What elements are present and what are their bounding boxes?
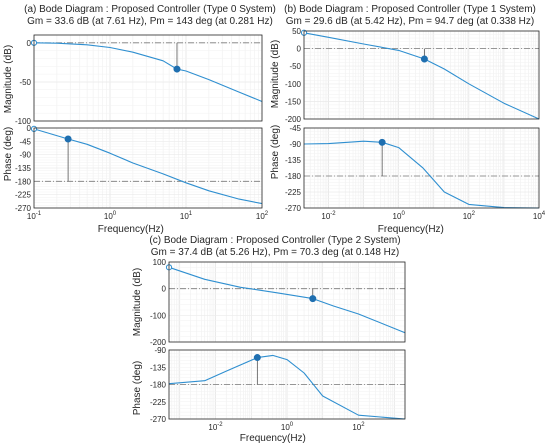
panel-b-phase-xtick-label: 102: [463, 211, 476, 221]
panel-c-title: (c) Bode Diagram : Proposed Controller (…: [149, 235, 400, 246]
panel-b-mag-ytick-label: 50: [292, 27, 301, 36]
panel-a-phase-ytick-label: -135: [15, 164, 32, 173]
panel-a-phase-ytick-label: -270: [15, 204, 32, 213]
panel-c-mag-ylabel: Magnitude (dB): [132, 268, 143, 336]
panel-a-phase-xtick-label: 10-1: [27, 211, 42, 221]
panel-c-phase-xtick-label: 102: [352, 422, 365, 432]
panel-c-phase-ytick-label: -180: [150, 381, 167, 390]
panel-b-title: (b) Bode Diagram : Proposed Controller (…: [284, 4, 536, 15]
panel-b-magnitude-axes: 50 0 -50 -100 -150 -200: [285, 27, 540, 124]
panel-b-mag-axes-frame: [303, 30, 540, 120]
panel-a-phase-margin-marker: [64, 135, 72, 143]
panel-c-phase-ytick-label: -90: [154, 346, 166, 355]
panel-c-xlabel: Frequency: [240, 433, 287, 444]
panel-b-mag-ytick-label: -50: [289, 62, 301, 71]
panel-b-phase-axes: -45 -90 -135 -180 -225 -270 10-2 100 102 104: [285, 124, 546, 221]
panel-c-mag-ytick-label: -100: [150, 311, 167, 320]
panel-c-mag-response-line: [168, 266, 406, 334]
panel-b-phase-ytick-label: -135: [285, 156, 302, 165]
panel-b-mag-ytick-label: 0: [297, 45, 302, 54]
panel-a-phase-ytick-label: -90: [19, 151, 31, 160]
panel-c-mag-ytick-label: -200: [150, 338, 167, 347]
panel-c: (c) Bode Diagram : Proposed Controller (…: [132, 235, 406, 444]
panel-b-mag-margin-marker: [420, 55, 428, 63]
panel-a-mag-ytick-label: -100: [15, 117, 32, 126]
panel-b-phase-ytick-label: -90: [289, 140, 301, 149]
panel-b-mag-ytick-label: -100: [285, 80, 302, 89]
panel-c-magnitude-axes: 100 0 -100 -200: [150, 258, 406, 347]
panel-b-mag-plot-area: [304, 31, 539, 119]
panel-a-mag-response-line: [33, 42, 263, 103]
panel-c-subtitle: Gm = 37.4 dB (at 5.26 Hz), Pm = 70.3 deg…: [151, 247, 399, 258]
panel-b-phase-axes-frame: [303, 127, 540, 209]
panel-a-phase-ytick-label: -225: [15, 191, 32, 200]
panel-b-phase-xtick-label: 100: [393, 211, 406, 221]
panel-b-phase-xtick-label: 10-2: [321, 211, 336, 221]
panel-a-mag-plot-area: [34, 35, 262, 121]
panel-b-mag-ytick-label: -200: [285, 115, 302, 124]
panel-a-phase-xtick-label: 100: [104, 211, 117, 221]
panel-b-mag-ytick-label: -150: [285, 97, 302, 106]
panel-a-mag-axes-frame: [33, 34, 263, 122]
panel-a-phase-response-line: [33, 128, 263, 205]
panel-a-phase-ylabel: Phase (deg): [3, 127, 14, 181]
panel-b-xunit: (Hz): [425, 224, 444, 235]
panel-a-mag-ylabel: Magnitude (dB): [3, 45, 14, 113]
panel-c-mag-ytick-label: 100: [153, 258, 167, 267]
panel-c-phase-ytick-label: -135: [150, 363, 167, 372]
panel-b-phase-margin-marker: [378, 138, 386, 146]
panel-a-phase-axes-frame: [33, 127, 263, 209]
panel-b-phase-ytick-label: -45: [289, 124, 301, 133]
panel-c-mag-margin-marker: [309, 295, 317, 303]
panel-c-phase-xtick-label: 100: [281, 422, 294, 432]
panel-b: (b) Bode Diagram : Proposed Controller (…: [270, 4, 546, 235]
panel-a-mag-ytick-label: 0: [27, 39, 32, 48]
panel-c-phase-response-line: [168, 354, 406, 420]
panel-b-phase-xtick-label: 104: [533, 211, 546, 221]
panel-c-phase-axes: -90 -135 -180 -225 -270 10-2 100 102: [150, 346, 406, 432]
panel-a-mag-margin-marker: [173, 65, 181, 73]
panel-a-phase-xtick-label: 101: [180, 211, 193, 221]
panel-a-title: (a) Bode Diagram : Proposed Controller (…: [24, 4, 276, 15]
panel-b-phase-ytick-label: -180: [285, 172, 302, 181]
panel-c-phase-ytick-label: -225: [150, 398, 167, 407]
panel-c-phase-ylabel: Phase (deg): [132, 361, 143, 415]
panel-c-phase-ytick-label: -270: [150, 415, 167, 424]
panel-b-phase-ylabel: Phase (deg): [270, 125, 281, 179]
panel-a-mag-ytick-label: -50: [19, 78, 31, 87]
panel-a-xlabel: Frequency: [98, 224, 145, 235]
panel-b-phase-ytick-label: -225: [285, 188, 302, 197]
panel-b-phase-plot-area: [304, 128, 539, 208]
panel-c-xunit: (Hz): [287, 433, 306, 444]
panel-a-subtitle: Gm = 33.6 dB (at 7.61 Hz), Pm = 143 deg …: [27, 16, 273, 27]
panel-a-phase-ytick-label: -180: [15, 177, 32, 186]
panel-c-phase-margin-marker: [253, 354, 261, 362]
panel-c-phase-xtick-label: 10-2: [208, 422, 223, 432]
panel-b-phase-response-line: [303, 140, 540, 209]
panel-a: (a) Bode Diagram : Proposed Controller (…: [3, 4, 276, 235]
panel-b-phase-ytick-label: -270: [285, 204, 302, 213]
panel-a-phase-xtick-label: 102: [256, 211, 269, 221]
panel-a-magnitude-axes: 0 -50 -100: [15, 34, 263, 126]
panel-a-xunit: (Hz): [145, 224, 164, 235]
panel-c-phase-axes-frame: [168, 349, 406, 420]
panel-a-phase-ytick-label: -45: [19, 137, 31, 146]
panel-b-subtitle: Gm = 29.6 dB (at 5.42 Hz), Pm = 94.7 deg…: [286, 16, 534, 27]
panel-c-mag-ytick-label: 0: [162, 285, 167, 294]
panel-b-mag-ylabel: Magnitude (dB): [270, 40, 281, 108]
panel-c-mag-axes-frame: [168, 261, 406, 343]
panel-b-xlabel: Frequency: [378, 224, 425, 235]
panel-a-phase-ytick-label: 0: [27, 124, 32, 133]
